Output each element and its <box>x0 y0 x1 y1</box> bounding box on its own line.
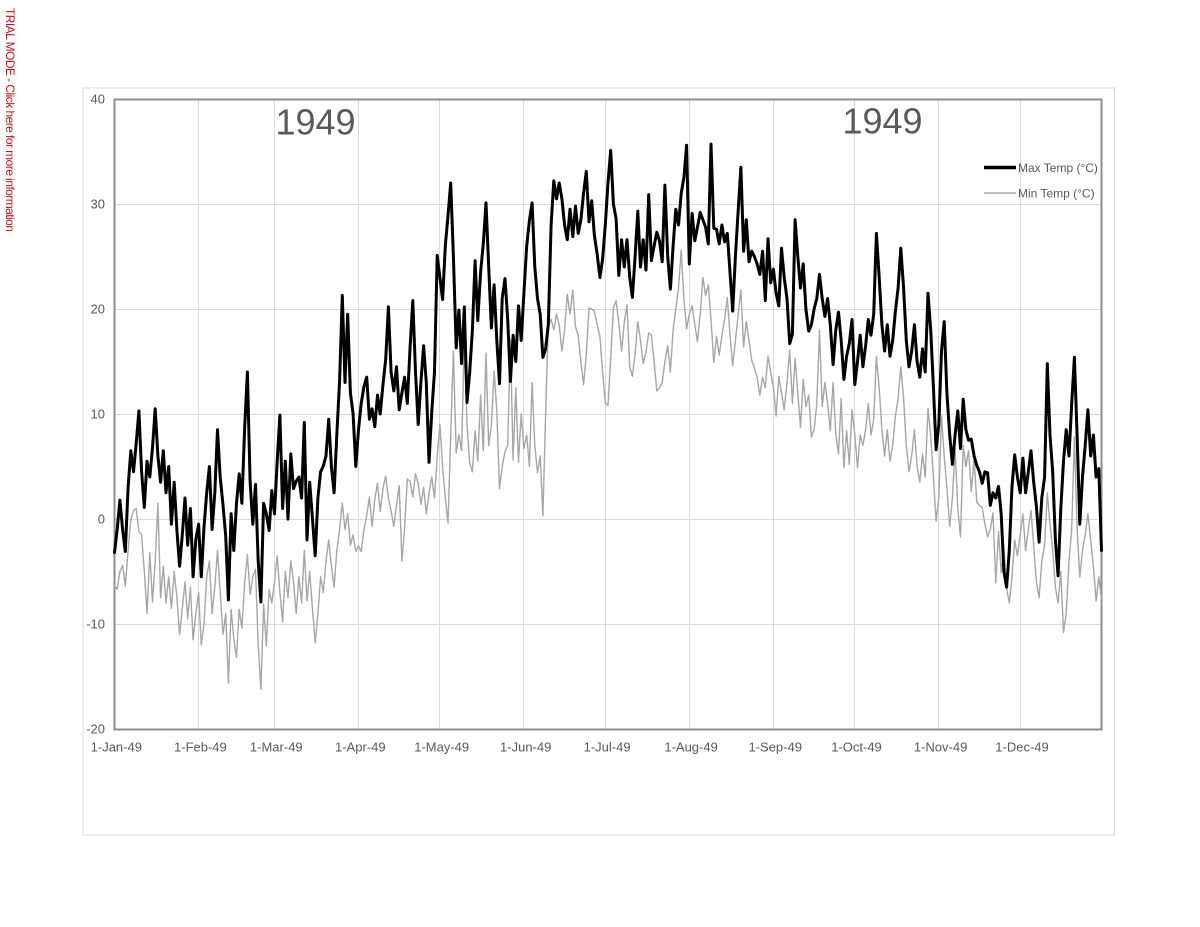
svg-text:1-Nov-49: 1-Nov-49 <box>914 740 967 755</box>
svg-text:10: 10 <box>91 407 105 422</box>
svg-text:1-Sep-49: 1-Sep-49 <box>748 740 801 755</box>
svg-text:-10: -10 <box>86 617 105 632</box>
svg-text:30: 30 <box>91 197 105 212</box>
svg-text:20: 20 <box>91 302 105 317</box>
svg-text:1949: 1949 <box>275 102 355 143</box>
svg-text:1-Feb-49: 1-Feb-49 <box>174 740 227 755</box>
svg-text:1-Mar-49: 1-Mar-49 <box>250 740 303 755</box>
svg-text:0: 0 <box>98 512 105 527</box>
svg-text:1-Aug-49: 1-Aug-49 <box>664 740 717 755</box>
svg-text:1-Dec-49: 1-Dec-49 <box>995 740 1048 755</box>
svg-text:1-Jul-49: 1-Jul-49 <box>584 740 631 755</box>
svg-text:1-May-49: 1-May-49 <box>414 740 469 755</box>
svg-text:1949: 1949 <box>842 101 922 142</box>
svg-text:1-Apr-49: 1-Apr-49 <box>335 740 386 755</box>
svg-text:1-Oct-49: 1-Oct-49 <box>831 740 882 755</box>
svg-text:Max Temp (°C): Max Temp (°C) <box>1018 161 1098 175</box>
svg-text:1-Jun-49: 1-Jun-49 <box>500 740 551 755</box>
svg-text:Min Temp (°C): Min Temp (°C) <box>1018 187 1095 201</box>
svg-text:1-Jan-49: 1-Jan-49 <box>91 740 142 755</box>
svg-text:40: 40 <box>91 92 105 107</box>
svg-text:-20: -20 <box>86 722 105 737</box>
